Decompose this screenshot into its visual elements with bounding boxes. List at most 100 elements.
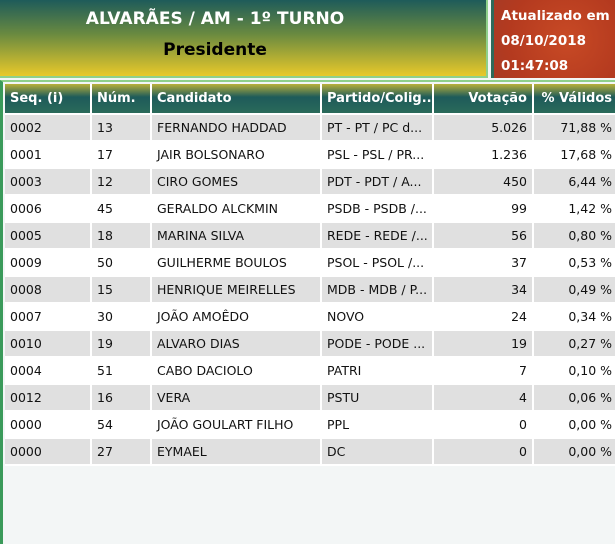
updated-time: 01:47:08 xyxy=(501,58,569,74)
cell-party: PSTU xyxy=(321,384,434,412)
cell-party: REDE - REDE /... xyxy=(321,222,434,250)
cell-seq: 0003 xyxy=(5,168,92,196)
table-row: 0002 13 FERNANDO HADDAD PT - PT / PC d... 5.… xyxy=(5,114,615,142)
cell-num: 13 xyxy=(91,114,152,142)
cell-party: PT - PT / PC d... xyxy=(321,114,434,142)
cell-seq: 0002 xyxy=(5,114,92,142)
cell-valid-pct: 0,00 % xyxy=(533,438,615,466)
updated-date: 08/10/2018 xyxy=(501,33,587,49)
cell-votes: 19 xyxy=(433,330,534,358)
cell-party: PSL - PSL / PR... xyxy=(321,141,434,169)
cell-seq: 0000 xyxy=(5,438,92,466)
cell-valid-pct: 17,68 % xyxy=(533,141,615,169)
table-row: 0001 17 JAIR BOLSONARO PSL - PSL / PR... 1.2… xyxy=(5,141,615,169)
cell-candidate: EYMAEL xyxy=(151,438,322,466)
cell-party: PDT - PDT / A... xyxy=(321,168,434,196)
table-row: 0005 18 MARINA SILVA REDE - REDE /... 56 0,80… xyxy=(5,222,615,250)
cell-valid-pct: 0,06 % xyxy=(533,384,615,412)
cell-seq: 0004 xyxy=(5,357,92,385)
cell-num: 50 xyxy=(91,249,152,277)
cell-num: 27 xyxy=(91,438,152,466)
cell-candidate: GUILHERME BOULOS xyxy=(151,249,322,277)
table-row: 0000 27 EYMAEL DC 0 0,00 % xyxy=(5,438,615,466)
col-votes[interactable]: Votação xyxy=(433,84,534,115)
cell-candidate: CIRO GOMES xyxy=(151,168,322,196)
cell-candidate: HENRIQUE MEIRELLES xyxy=(151,276,322,304)
cell-votes: 4 xyxy=(433,384,534,412)
cell-valid-pct: 0,80 % xyxy=(533,222,615,250)
cell-num: 45 xyxy=(91,195,152,223)
cell-seq: 0006 xyxy=(5,195,92,223)
cell-valid-pct: 6,44 % xyxy=(533,168,615,196)
results-table: Seq. (i) Núm. Candidato Partido/Colig...… xyxy=(5,84,615,466)
cell-candidate: ALVARO DIAS xyxy=(151,330,322,358)
cell-seq: 0000 xyxy=(5,411,92,439)
table-header-row: Seq. (i) Núm. Candidato Partido/Colig...… xyxy=(5,84,615,115)
cell-votes: 0 xyxy=(433,411,534,439)
cell-party: PODE - PODE ... xyxy=(321,330,434,358)
cell-votes: 56 xyxy=(433,222,534,250)
cell-party: PSOL - PSOL /... xyxy=(321,249,434,277)
table-row: 0007 30 JOÃO AMOÊDO NOVO 24 0,34 % xyxy=(5,303,615,331)
cell-valid-pct: 0,53 % xyxy=(533,249,615,277)
cell-valid-pct: 0,34 % xyxy=(533,303,615,331)
results-panel: Seq. (i) Núm. Candidato Partido/Colig...… xyxy=(0,80,615,544)
cell-seq: 0005 xyxy=(5,222,92,250)
cell-num: 17 xyxy=(91,141,152,169)
cell-candidate: JOÃO AMOÊDO xyxy=(151,303,322,331)
cell-votes: 0 xyxy=(433,438,534,466)
cell-votes: 7 xyxy=(433,357,534,385)
cell-party: PSDB - PSDB /... xyxy=(321,195,434,223)
cell-num: 54 xyxy=(91,411,152,439)
updated-label: Atualizado em xyxy=(501,8,610,24)
col-party[interactable]: Partido/Colig... xyxy=(321,84,434,115)
cell-party: NOVO xyxy=(321,303,434,331)
cell-candidate: MARINA SILVA xyxy=(151,222,322,250)
cell-num: 18 xyxy=(91,222,152,250)
cell-votes: 450 xyxy=(433,168,534,196)
col-num[interactable]: Núm. xyxy=(91,84,152,115)
cell-num: 12 xyxy=(91,168,152,196)
table-row: 0004 51 CABO DACIOLO PATRI 7 0,10 % xyxy=(5,357,615,385)
table-row: 0003 12 CIRO GOMES PDT - PDT / A... 450 6,44 … xyxy=(5,168,615,196)
cell-votes: 5.026 xyxy=(433,114,534,142)
cell-valid-pct: 0,00 % xyxy=(533,411,615,439)
cell-candidate: JAIR BOLSONARO xyxy=(151,141,322,169)
col-candidate[interactable]: Candidato xyxy=(151,84,322,115)
cell-party: MDB - MDB / P... xyxy=(321,276,434,304)
col-seq[interactable]: Seq. (i) xyxy=(5,84,92,115)
col-valid-pct[interactable]: % Válidos xyxy=(533,84,615,115)
cell-seq: 0010 xyxy=(5,330,92,358)
cell-candidate: JOÃO GOULART FILHO xyxy=(151,411,322,439)
cell-candidate: GERALDO ALCKMIN xyxy=(151,195,322,223)
table-row: 0000 54 JOÃO GOULART FILHO PPL 0 0,00 % xyxy=(5,411,615,439)
cell-valid-pct: 0,10 % xyxy=(533,357,615,385)
office-subtitle: Presidente xyxy=(163,40,267,60)
cell-seq: 0012 xyxy=(5,384,92,412)
cell-num: 15 xyxy=(91,276,152,304)
table-row: 0009 50 GUILHERME BOULOS PSOL - PSOL /... 37… xyxy=(5,249,615,277)
cell-party: PPL xyxy=(321,411,434,439)
cell-num: 51 xyxy=(91,357,152,385)
cell-valid-pct: 0,27 % xyxy=(533,330,615,358)
cell-candidate: CABO DACIOLO xyxy=(151,357,322,385)
page-title: ALVARÃES / AM - 1º TURNO xyxy=(85,9,345,29)
cell-num: 16 xyxy=(91,384,152,412)
cell-party: DC xyxy=(321,438,434,466)
cell-candidate: FERNANDO HADDAD xyxy=(151,114,322,142)
cell-votes: 34 xyxy=(433,276,534,304)
cell-votes: 1.236 xyxy=(433,141,534,169)
table-row: 0008 15 HENRIQUE MEIRELLES MDB - MDB / P...… xyxy=(5,276,615,304)
cell-valid-pct: 1,42 % xyxy=(533,195,615,223)
cell-seq: 0008 xyxy=(5,276,92,304)
cell-candidate: VERA xyxy=(151,384,322,412)
table-row: 0010 19 ALVARO DIAS PODE - PODE ... 19 0,27 % xyxy=(5,330,615,358)
cell-seq: 0001 xyxy=(5,141,92,169)
table-row: 0006 45 GERALDO ALCKMIN PSDB - PSDB /... 99 1… xyxy=(5,195,615,223)
results-header: ALVARÃES / AM - 1º TURNO Presidente xyxy=(0,0,488,78)
cell-seq: 0007 xyxy=(5,303,92,331)
cell-votes: 99 xyxy=(433,195,534,223)
cell-valid-pct: 0,49 % xyxy=(533,276,615,304)
cell-num: 19 xyxy=(91,330,152,358)
table-row: 0012 16 VERA PSTU 4 0,06 % xyxy=(5,384,615,412)
